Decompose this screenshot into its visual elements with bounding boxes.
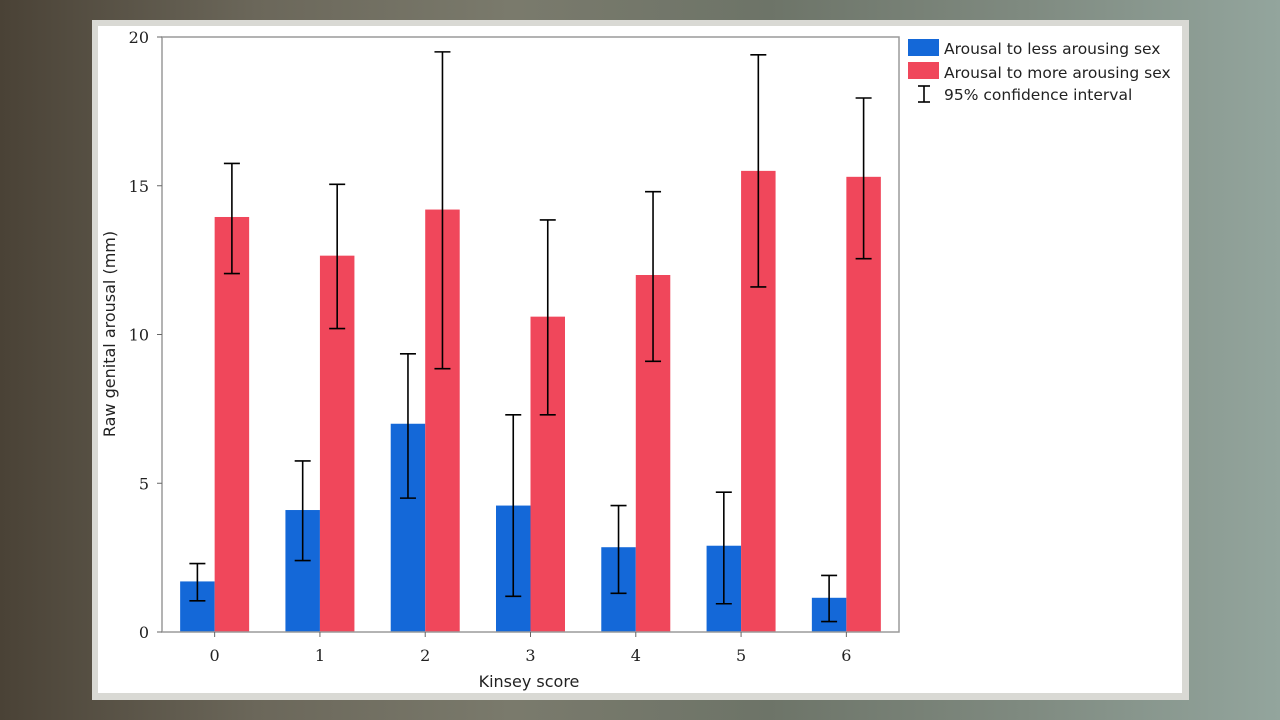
x-tick-label: 3 <box>525 646 535 665</box>
error-bar <box>750 54 767 288</box>
error-bar <box>189 562 206 602</box>
error-bar <box>505 414 522 598</box>
legend-label-more: Arousal to more arousing sex <box>944 64 1171 82</box>
x-axis-ticks: 0 1 2 3 4 5 6 <box>210 632 851 665</box>
x-tick-label: 2 <box>420 646 430 665</box>
error-bar <box>715 491 732 605</box>
error-bar <box>821 574 838 623</box>
error-bar <box>223 162 240 275</box>
x-tick-label: 0 <box>210 646 220 665</box>
x-axis-label: Kinsey score <box>479 672 580 691</box>
y-tick-label: 10 <box>129 326 149 345</box>
error-bar <box>539 219 556 416</box>
error-bar <box>434 51 451 370</box>
legend-ci-icon <box>918 85 930 103</box>
x-tick-label: 6 <box>841 646 851 665</box>
y-axis-label: Raw genital arousal (mm) <box>100 231 119 437</box>
x-tick-label: 4 <box>631 646 641 665</box>
bar-more-arousing <box>214 216 250 633</box>
y-tick-label: 15 <box>129 177 149 196</box>
y-tick-label: 20 <box>129 28 149 47</box>
x-tick-label: 5 <box>736 646 746 665</box>
error-bar <box>399 353 416 499</box>
y-tick-label: 0 <box>139 623 149 642</box>
error-bar <box>610 504 627 595</box>
y-tick-label: 5 <box>139 474 149 493</box>
legend-label-ci: 95% confidence interval <box>944 86 1132 104</box>
error-bar <box>329 183 346 330</box>
legend-swatch-less <box>908 39 939 56</box>
x-tick-label: 1 <box>315 646 325 665</box>
legend-label-less: Arousal to less arousing sex <box>944 40 1160 58</box>
error-bar <box>294 460 311 562</box>
bars-layer <box>180 170 881 633</box>
y-axis-ticks: 0 5 10 15 20 <box>129 28 162 642</box>
error-bars-layer <box>189 51 872 623</box>
legend-swatch-more <box>908 62 939 79</box>
error-bar <box>855 97 872 260</box>
error-bar <box>645 190 662 363</box>
legend: Arousal to less arousing sex Arousal to … <box>908 39 1171 104</box>
